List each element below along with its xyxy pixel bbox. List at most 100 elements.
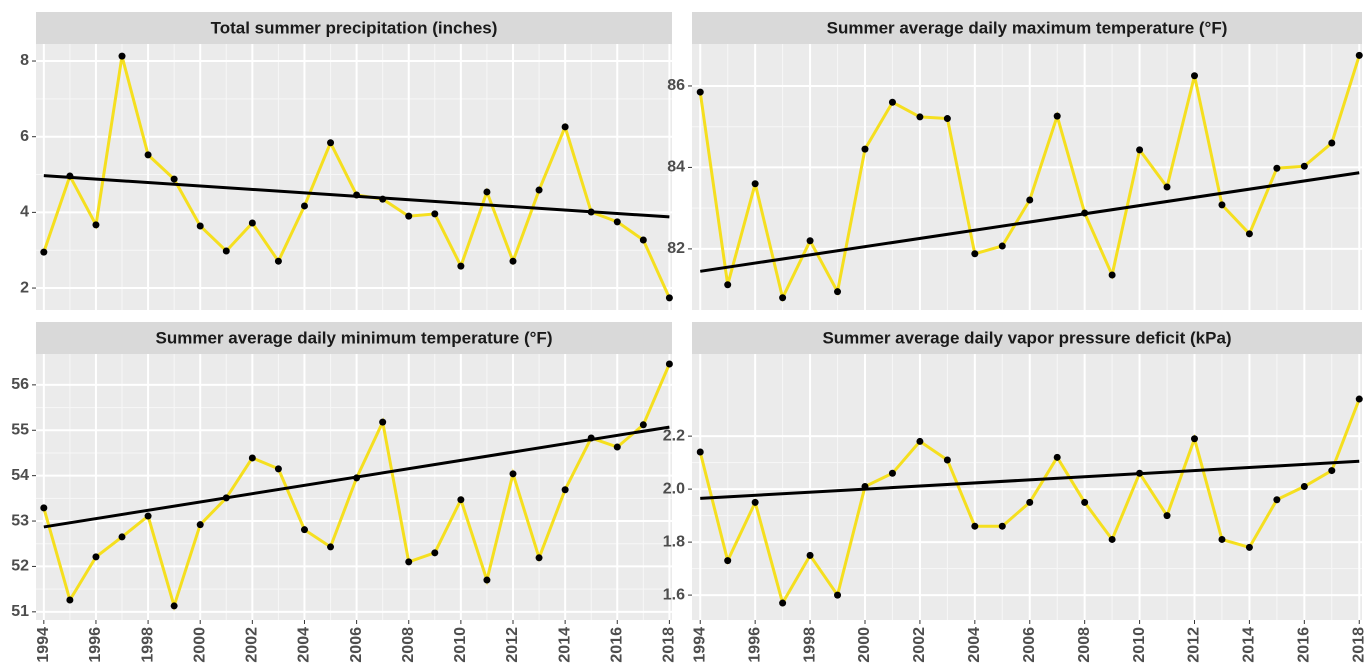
data-point [118, 533, 126, 541]
data-point [639, 421, 647, 429]
y-tick-label: 1.8 [663, 533, 685, 550]
data-point [613, 443, 621, 451]
panel-title: Summer average daily vapor pressure defi… [822, 328, 1231, 347]
data-point [561, 123, 569, 131]
data-point [943, 115, 951, 123]
data-point [1053, 453, 1061, 461]
data-point [861, 482, 869, 490]
data-point [483, 188, 491, 196]
data-point [1218, 535, 1226, 543]
data-point [1273, 496, 1281, 504]
data-point [535, 186, 543, 194]
data-point [379, 195, 387, 203]
y-tick-label: 4 [20, 204, 29, 221]
x-tick-label: 2018 [661, 627, 678, 663]
data-point [196, 222, 204, 230]
data-point [92, 221, 100, 229]
y-tick-label: 6 [20, 128, 29, 145]
trend-line [700, 171, 1360, 273]
data-point [751, 498, 759, 506]
x-tick-label: 2018 [1350, 627, 1367, 663]
panel: Summer average daily minimum temperature… [11, 322, 678, 663]
y-tick-label: 2.0 [663, 480, 685, 497]
data-point [118, 52, 126, 60]
data-point [779, 294, 787, 302]
data-point [144, 151, 152, 159]
data-point [998, 522, 1006, 530]
data-point [971, 522, 979, 530]
y-tick-label: 55 [11, 421, 29, 438]
data-point [1328, 467, 1336, 475]
y-tick-label: 2 [20, 279, 29, 296]
data-point [509, 470, 517, 478]
data-point [1245, 230, 1253, 238]
data-point [1053, 112, 1061, 120]
data-point [248, 219, 256, 227]
data-point [327, 543, 335, 551]
data-point [724, 557, 732, 565]
data-point [943, 456, 951, 464]
data-point [665, 360, 673, 368]
data-point [1328, 139, 1336, 147]
data-point [222, 247, 230, 255]
data-point [196, 521, 204, 529]
strip [36, 12, 672, 44]
data-point [561, 486, 569, 494]
x-tick-label: 2016 [1296, 627, 1313, 663]
x-tick-label: 2008 [400, 627, 417, 663]
x-tick-label: 1994 [691, 627, 708, 663]
y-tick-label: 56 [11, 376, 29, 393]
data-point [92, 553, 100, 561]
data-point [888, 469, 896, 477]
x-tick-label: 2012 [504, 627, 521, 663]
data-point [587, 434, 595, 442]
data-point [998, 242, 1006, 250]
data-point [613, 218, 621, 226]
data-point [405, 558, 413, 566]
panel-title: Total summer precipitation (inches) [211, 18, 498, 37]
x-tick-label: 2010 [1131, 627, 1148, 663]
y-tick-label: 54 [11, 467, 29, 484]
data-point [665, 294, 673, 302]
data-point [1163, 512, 1171, 520]
x-tick-label: 2010 [452, 627, 469, 663]
data-point [431, 210, 439, 218]
x-tick-label: 2012 [1186, 627, 1203, 663]
strip [36, 322, 672, 354]
data-point [457, 496, 465, 504]
data-point [1191, 435, 1198, 443]
data-point [170, 175, 178, 183]
data-point [300, 202, 308, 210]
data-point [327, 139, 335, 147]
data-point [66, 596, 74, 604]
data-point [587, 208, 595, 216]
data-point [916, 113, 924, 121]
data-point [971, 250, 979, 258]
x-tick-label: 2008 [1076, 627, 1093, 663]
data-point [483, 576, 491, 584]
x-tick-label: 1998 [139, 627, 156, 663]
data-point [405, 212, 413, 220]
data-point [457, 262, 465, 270]
data-point [806, 551, 814, 559]
plot-background [692, 354, 1362, 620]
data-point [888, 98, 896, 106]
data-point [1108, 535, 1116, 543]
x-tick-label: 2000 [856, 627, 873, 663]
data-point [274, 257, 282, 265]
data-point [696, 88, 704, 96]
strip [692, 322, 1362, 354]
panel: Total summer precipitation (inches) 2 4 6 8 [20, 12, 673, 310]
data-point [639, 236, 647, 244]
y-tick-label: 52 [11, 558, 29, 575]
y-tick-label: 8 [20, 52, 29, 69]
data-point [1108, 271, 1116, 279]
y-tick-label: 53 [11, 512, 29, 529]
data-point [379, 418, 387, 426]
strip [692, 12, 1362, 44]
plot-background [36, 44, 672, 310]
x-tick-label: 2000 [191, 627, 208, 663]
panel-title: Summer average daily minimum temperature… [156, 328, 553, 347]
data-point [1273, 164, 1281, 172]
panel-title: Summer average daily maximum temperature… [827, 18, 1228, 37]
